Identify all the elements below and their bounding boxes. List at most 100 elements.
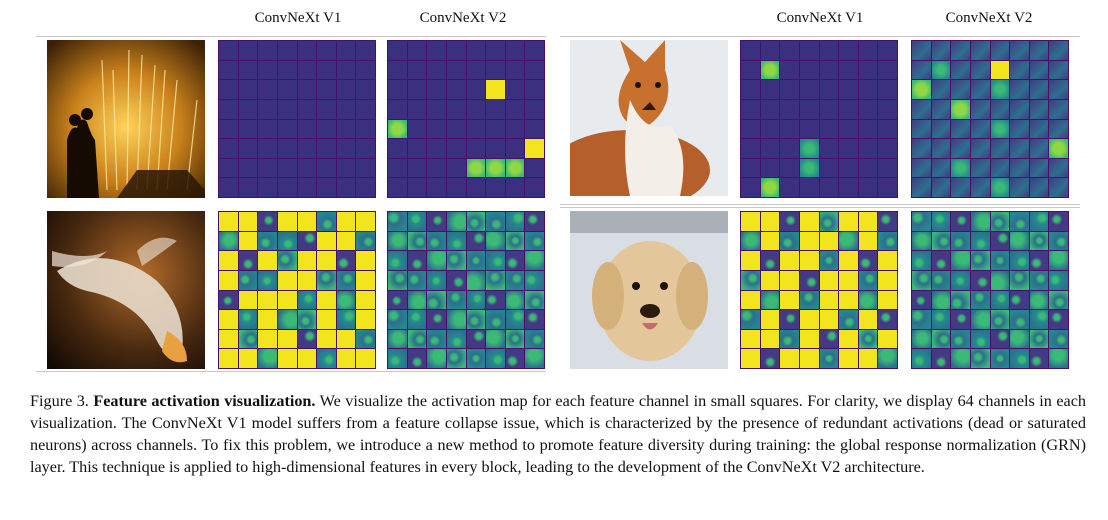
activation-cell (1029, 139, 1049, 158)
activation-cell (760, 310, 780, 329)
activation-cell (277, 290, 297, 310)
activation-grid-fox-v1 (740, 40, 898, 198)
activation-cell (219, 99, 238, 119)
activation-cell (951, 212, 970, 231)
activation-cell (486, 99, 505, 119)
activation-cell (780, 60, 799, 80)
activation-cell (878, 41, 897, 60)
activation-cell (336, 231, 356, 251)
activation-cell (1029, 251, 1049, 270)
activation-cell (446, 270, 466, 290)
activation-cell (219, 80, 238, 99)
activation-cell (505, 290, 525, 310)
activation-cell (951, 41, 970, 60)
activation-cell (356, 178, 375, 197)
activation-cell (858, 99, 878, 119)
activation-cell (505, 60, 525, 80)
activation-cell (951, 178, 970, 197)
activation-cell (970, 290, 990, 310)
activation-cell (427, 119, 446, 139)
activation-cell (258, 329, 277, 349)
activation-cell (238, 41, 258, 60)
activation-cell (356, 290, 375, 310)
activation-cell (238, 139, 258, 158)
activation-cell (277, 41, 297, 60)
activation-cell (427, 270, 446, 290)
activation-cell (931, 310, 951, 329)
activation-cell (336, 99, 356, 119)
activation-cell (407, 119, 427, 139)
activation-cell (466, 139, 486, 158)
activation-cell (388, 329, 407, 349)
activation-cell (970, 80, 990, 99)
activation-cell (858, 178, 878, 197)
activation-cell (277, 139, 297, 158)
activation-cell (297, 139, 317, 158)
caption-body: We visualize the activation map for each… (30, 392, 1086, 476)
activation-cell (858, 310, 878, 329)
activation-cell (277, 60, 297, 80)
activation-cell (741, 178, 760, 197)
activation-cell (1029, 290, 1049, 310)
activation-cell (466, 329, 486, 349)
activation-cell (427, 178, 446, 197)
activation-cell (297, 178, 317, 197)
activation-cell (760, 99, 780, 119)
activation-cell (486, 290, 505, 310)
activation-cell (525, 251, 544, 270)
activation-cell (238, 178, 258, 197)
activation-cell (297, 60, 317, 80)
golden-retriever-photo (570, 211, 728, 369)
activation-cell (407, 80, 427, 99)
activation-cell (780, 231, 799, 251)
activation-cell (780, 119, 799, 139)
activation-cell (1049, 178, 1068, 197)
activation-cell (407, 178, 427, 197)
activation-cell (388, 60, 407, 80)
activation-cell (799, 212, 819, 231)
activation-cell (1010, 349, 1029, 368)
activation-cell (388, 231, 407, 251)
activation-cell (525, 139, 544, 158)
activation-cell (238, 119, 258, 139)
caption-title: Feature activation visualization. (93, 392, 316, 410)
activation-cell (741, 251, 760, 270)
activation-grid-fountain-v1 (218, 40, 376, 198)
activation-cell (931, 99, 951, 119)
activation-cell (297, 290, 317, 310)
activation-cell (1049, 80, 1068, 99)
activation-cell (912, 139, 931, 158)
activation-cell (258, 251, 277, 270)
activation-cell (219, 290, 238, 310)
activation-cell (1049, 329, 1068, 349)
activation-cell (819, 158, 839, 178)
activation-cell (799, 349, 819, 368)
activation-cell (297, 251, 317, 270)
activation-cell (407, 158, 427, 178)
activation-cell (356, 158, 375, 178)
activation-cell (1029, 158, 1049, 178)
activation-cell (819, 212, 839, 231)
activation-cell (951, 80, 970, 99)
activation-cell (466, 99, 486, 119)
activation-cell (258, 270, 277, 290)
activation-cell (780, 80, 799, 99)
activation-cell (505, 310, 525, 329)
activation-cell (505, 178, 525, 197)
activation-cell (446, 310, 466, 329)
activation-cell (951, 251, 970, 270)
activation-cell (407, 231, 427, 251)
activation-cell (912, 178, 931, 197)
activation-cell (466, 178, 486, 197)
activation-cell (951, 329, 970, 349)
activation-cell (505, 139, 525, 158)
activation-cell (780, 178, 799, 197)
activation-cell (336, 251, 356, 270)
activation-cell (970, 139, 990, 158)
activation-cell (780, 158, 799, 178)
activation-cell (839, 139, 858, 158)
activation-cell (388, 290, 407, 310)
top-right-rule (560, 36, 1080, 37)
activation-cell (819, 60, 839, 80)
activation-cell (336, 80, 356, 99)
